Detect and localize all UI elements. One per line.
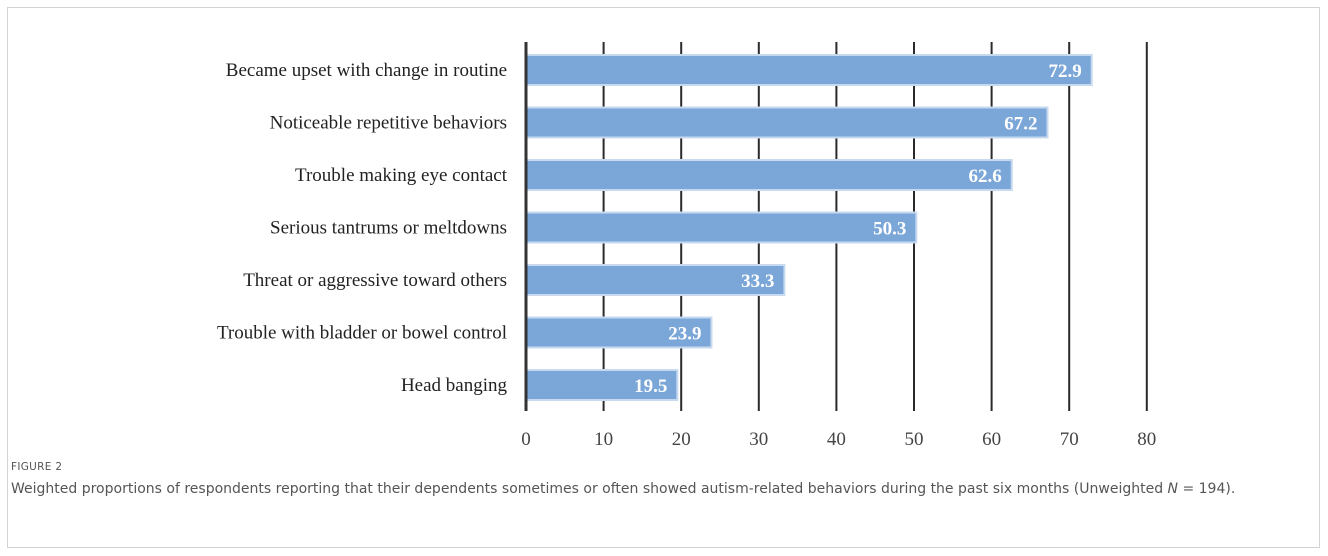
bar-4 bbox=[525, 211, 918, 244]
bar-2 bbox=[525, 106, 1049, 139]
value-label: 19.5 bbox=[634, 376, 667, 397]
figure-caption: Weighted proportions of respondents repo… bbox=[11, 479, 1306, 499]
category-label: Serious tantrums or meltdowns bbox=[270, 218, 507, 239]
caption-italic-n: N bbox=[1167, 481, 1179, 497]
value-label: 23.9 bbox=[668, 324, 701, 345]
x-tick-label: 80 bbox=[1137, 429, 1156, 450]
value-label: 72.9 bbox=[1048, 61, 1081, 82]
caption-text-end: = 194). bbox=[1178, 481, 1236, 497]
bar-chart: Became upset with change in routine Notic… bbox=[217, 42, 1156, 450]
x-tick-label: 50 bbox=[905, 429, 924, 450]
bars bbox=[525, 54, 1093, 401]
category-label: Noticeable repetitive behaviors bbox=[270, 113, 507, 134]
x-tick-label: 40 bbox=[827, 429, 846, 450]
bar-5 bbox=[525, 264, 786, 296]
category-label: Threat or aggressive toward others bbox=[243, 270, 507, 291]
figure-label: FIGURE 2 bbox=[11, 461, 63, 473]
bar-6 bbox=[525, 316, 713, 349]
x-tick-label: 20 bbox=[672, 429, 691, 450]
category-label: Became upset with change in routine bbox=[226, 60, 507, 81]
bar-1 bbox=[525, 54, 1093, 86]
value-label: 67.2 bbox=[1004, 114, 1037, 135]
value-label: 33.3 bbox=[741, 271, 774, 292]
x-tick-label: 0 bbox=[521, 429, 531, 450]
caption-text-start: Weighted proportions of respondents repo… bbox=[11, 481, 1168, 497]
category-label: Head banging bbox=[401, 375, 508, 396]
value-label: 62.6 bbox=[969, 166, 1002, 187]
value-label: 50.3 bbox=[873, 219, 906, 240]
x-tick-labels: 0 10 20 30 40 50 60 70 80 bbox=[521, 429, 1156, 450]
category-label: Trouble with bladder or bowel control bbox=[217, 323, 507, 344]
value-labels: 72.9 67.2 62.6 50.3 33.3 23.9 19.5 bbox=[634, 61, 1082, 397]
x-tick-label: 30 bbox=[749, 429, 768, 450]
category-labels: Became upset with change in routine Notic… bbox=[217, 60, 508, 396]
x-tick-label: 70 bbox=[1060, 429, 1079, 450]
x-tick-label: 10 bbox=[594, 429, 613, 450]
bar-3 bbox=[525, 159, 1013, 191]
category-label: Trouble making eye contact bbox=[295, 165, 508, 186]
x-tick-label: 60 bbox=[982, 429, 1001, 450]
bar-7 bbox=[525, 369, 679, 401]
